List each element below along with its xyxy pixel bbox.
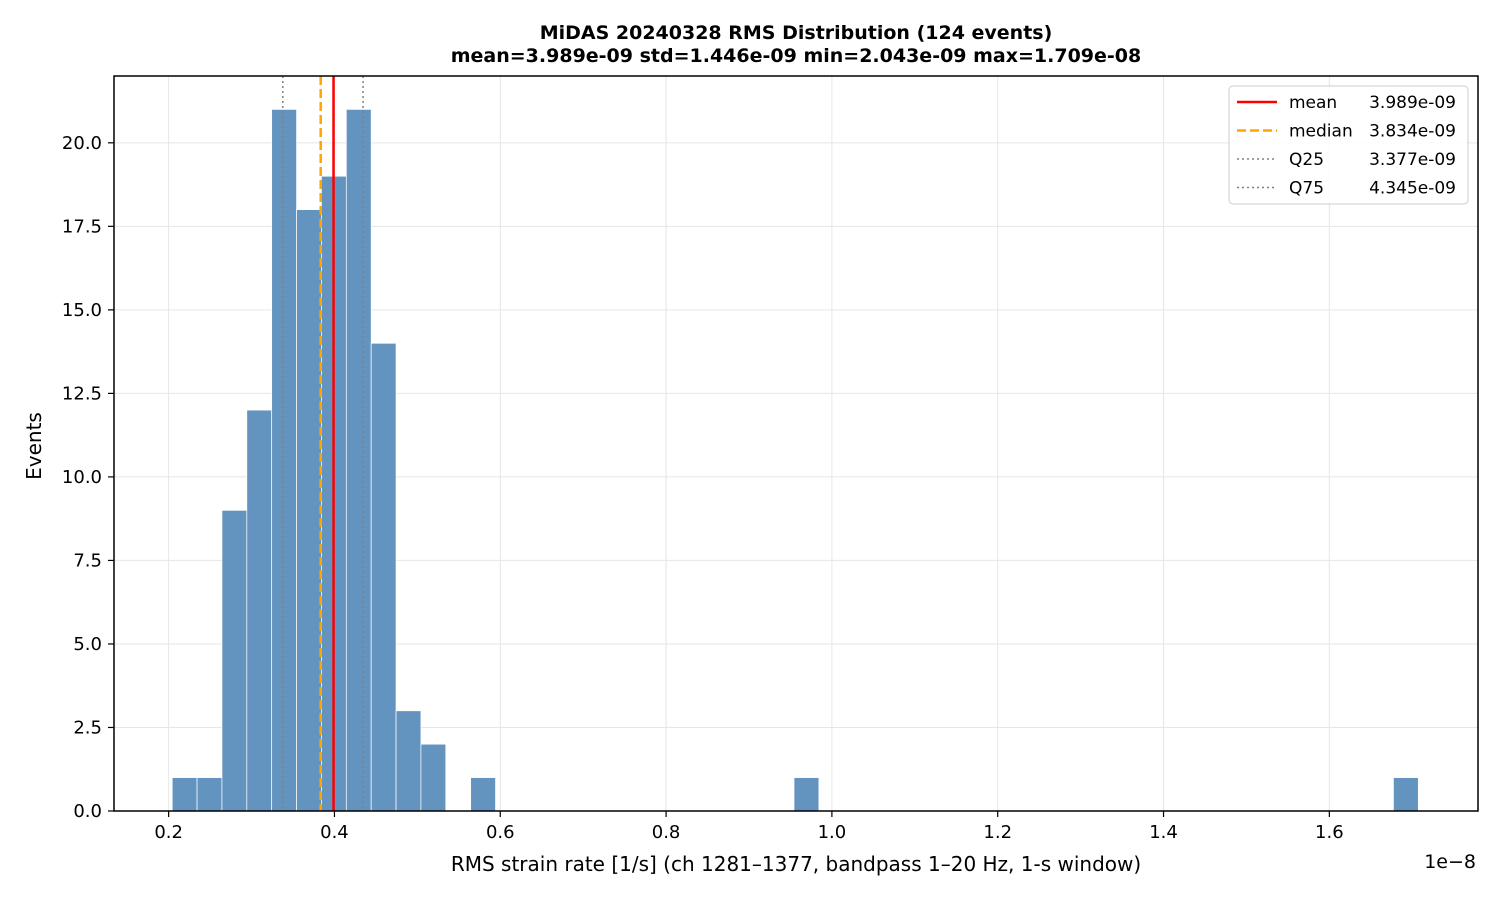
histogram-bar: [345, 109, 372, 812]
legend-Q25-label: Q25: [1289, 150, 1324, 170]
x-tick-label: 0.2: [154, 822, 183, 843]
y-tick-label: 20.0: [62, 133, 102, 154]
y-tick-label: 15.0: [62, 300, 102, 321]
y-axis: 0.0 2.5 5.0 7.5 10.0 12.5 15.0 17.5 20.0: [62, 133, 114, 822]
x-axis: 0.2 0.4 0.6 0.8 1.0 1.2 1.4 1.6: [154, 811, 1344, 843]
y-tick-label: 5.0: [73, 634, 102, 655]
histogram-bar: [221, 509, 248, 812]
legend-Q75-label: Q75: [1289, 179, 1324, 199]
y-tick-label: 10.0: [62, 467, 102, 488]
x-tick-label: 0.4: [320, 822, 349, 843]
legend-mean-label: mean: [1289, 93, 1337, 113]
histogram-bar: [196, 777, 223, 812]
reference-lines: [282, 76, 364, 811]
x-tick-label: 1.2: [983, 822, 1012, 843]
x-tick-label: 1.6: [1315, 822, 1344, 843]
histogram-bar: [246, 409, 273, 812]
histogram-bar: [470, 777, 496, 812]
legend: mean 3.989e-09 median 3.834e-09 Q25 3.377e-09…: [1228, 85, 1469, 205]
x-tick-label: 1.4: [1149, 822, 1178, 843]
y-tick-label: 7.5: [73, 550, 102, 571]
chart-subtitle: mean=3.989e-09 std=1.446e-09 min=2.043e-…: [451, 45, 1142, 67]
legend-median-value: 3.834e-09: [1369, 122, 1456, 142]
x-tick-label: 1.0: [818, 822, 847, 843]
y-tick-label: 2.5: [73, 717, 102, 738]
histogram-bar: [1393, 777, 1419, 812]
histogram-bar: [420, 743, 447, 812]
histogram-bar: [370, 342, 397, 812]
histogram-bars: [171, 109, 1419, 812]
x-tick-label: 0.6: [486, 822, 515, 843]
histogram-bar: [271, 109, 297, 812]
y-tick-label: 17.5: [62, 216, 102, 237]
legend-Q75-value: 4.345e-09: [1369, 179, 1456, 199]
x-tick-label: 0.8: [652, 822, 681, 843]
legend-mean-value: 3.989e-09: [1369, 93, 1456, 113]
y-axis-label: Events: [22, 412, 46, 480]
y-tick-label: 12.5: [62, 383, 102, 404]
y-tick-label: 0.0: [73, 801, 102, 822]
histogram-bar: [395, 710, 422, 812]
chart-title: MiDAS 20240328 RMS Distribution (124 eve…: [540, 22, 1053, 44]
histogram-bar: [171, 777, 198, 812]
histogram-bar: [296, 209, 322, 812]
plot-frame: [113, 75, 1479, 812]
legend-box: [1228, 85, 1469, 205]
x-axis-scale-note: 1e−8: [1424, 851, 1476, 873]
histogram-bar: [793, 777, 820, 812]
legend-Q25-value: 3.377e-09: [1369, 150, 1456, 170]
x-axis-label: RMS strain rate [1/s] (ch 1281–1377, ban…: [451, 852, 1141, 876]
legend-median-label: median: [1289, 122, 1353, 142]
